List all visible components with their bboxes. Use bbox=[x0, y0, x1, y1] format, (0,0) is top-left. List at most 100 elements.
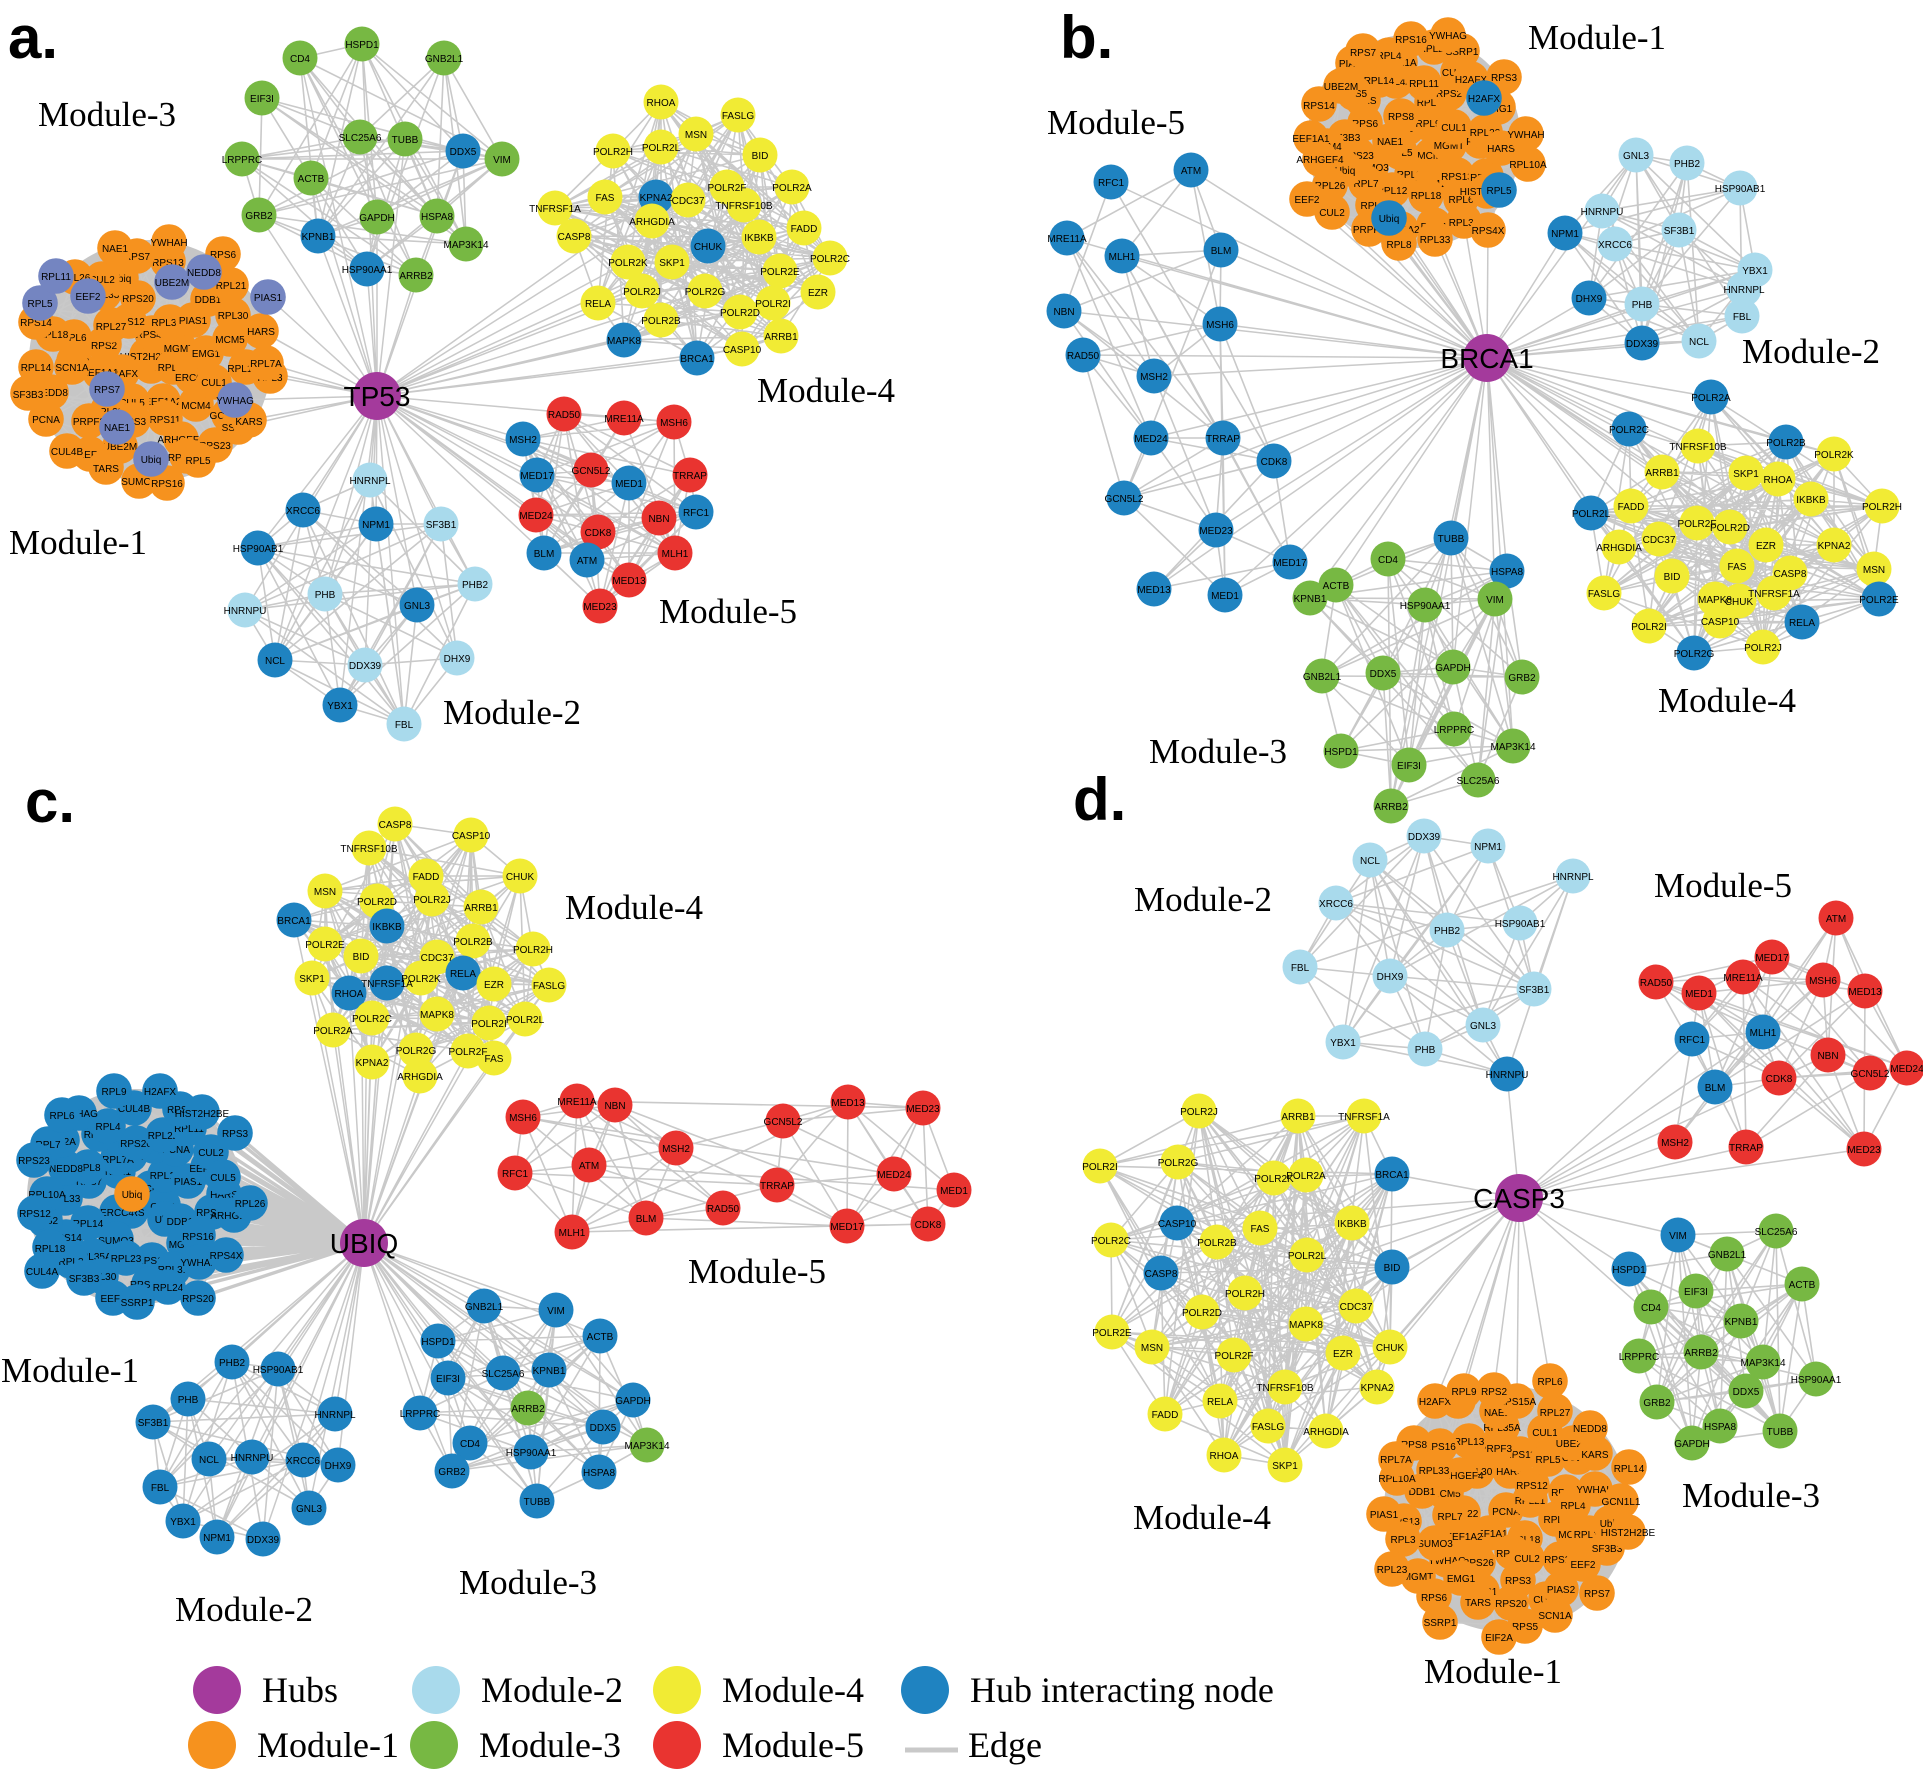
svg-text:HNRNPU: HNRNPU bbox=[231, 1453, 274, 1464]
svg-text:RPS7: RPS7 bbox=[94, 385, 121, 396]
svg-text:HSP90AB1: HSP90AB1 bbox=[253, 1365, 304, 1376]
svg-text:Module-3: Module-3 bbox=[38, 95, 176, 134]
svg-text:RAD50: RAD50 bbox=[1067, 351, 1100, 362]
svg-text:HNRNPL: HNRNPL bbox=[349, 476, 391, 487]
svg-text:SF3B1: SF3B1 bbox=[1519, 985, 1550, 996]
svg-text:FBL: FBL bbox=[1291, 963, 1310, 974]
svg-text:YBX1: YBX1 bbox=[170, 1517, 196, 1528]
svg-text:CUL2: CUL2 bbox=[198, 1148, 224, 1159]
svg-text:GCN5L2: GCN5L2 bbox=[1105, 494, 1144, 505]
svg-text:ARHGDIA: ARHGDIA bbox=[629, 217, 675, 228]
svg-text:RPL5: RPL5 bbox=[27, 299, 52, 310]
svg-text:POLR2F: POLR2F bbox=[1215, 1351, 1254, 1362]
svg-text:Module-4: Module-4 bbox=[1658, 681, 1796, 720]
svg-text:SLC25A6: SLC25A6 bbox=[1755, 1227, 1798, 1238]
svg-text:VIM: VIM bbox=[493, 155, 511, 166]
svg-text:LRPPRC: LRPPRC bbox=[1619, 1352, 1660, 1363]
svg-text:NEDD8: NEDD8 bbox=[49, 1164, 83, 1175]
svg-text:MAPK8: MAPK8 bbox=[420, 1010, 454, 1021]
svg-text:ARRB1: ARRB1 bbox=[764, 332, 798, 343]
svg-text:POLR2K: POLR2K bbox=[608, 258, 648, 269]
svg-text:RHOA: RHOA bbox=[1210, 1451, 1239, 1462]
svg-text:POLR2A: POLR2A bbox=[1691, 393, 1731, 404]
svg-text:POLR2L: POLR2L bbox=[506, 1015, 545, 1026]
svg-text:RPL26: RPL26 bbox=[235, 1199, 266, 1210]
svg-text:CASP10: CASP10 bbox=[723, 345, 762, 356]
svg-text:BID: BID bbox=[353, 952, 370, 963]
svg-text:TNFRSF1A: TNFRSF1A bbox=[529, 204, 581, 215]
svg-text:HSPD1: HSPD1 bbox=[1612, 1265, 1646, 1276]
svg-text:ARHGDIA: ARHGDIA bbox=[1596, 543, 1642, 554]
svg-text:Module-3: Module-3 bbox=[459, 1563, 597, 1602]
svg-text:HSPA8: HSPA8 bbox=[421, 212, 453, 223]
svg-text:PCNA: PCNA bbox=[32, 415, 60, 426]
svg-text:MSH2: MSH2 bbox=[1661, 1138, 1689, 1149]
svg-text:RPS6: RPS6 bbox=[1421, 1593, 1448, 1604]
svg-text:DDX5: DDX5 bbox=[1733, 1387, 1760, 1398]
svg-text:RPL18: RPL18 bbox=[1411, 191, 1442, 202]
svg-text:CASP10: CASP10 bbox=[452, 831, 491, 842]
svg-text:Ubiq: Ubiq bbox=[1379, 214, 1400, 225]
svg-text:POLR2J: POLR2J bbox=[1744, 643, 1782, 654]
svg-text:MED1: MED1 bbox=[940, 1186, 968, 1197]
svg-text:SF3B1: SF3B1 bbox=[138, 1418, 169, 1429]
svg-text:MAP3K14: MAP3K14 bbox=[624, 1441, 669, 1452]
svg-text:MED13: MED13 bbox=[1137, 585, 1171, 596]
svg-text:ARRB1: ARRB1 bbox=[464, 903, 498, 914]
svg-text:XRCC6: XRCC6 bbox=[286, 506, 320, 517]
svg-text:BLM: BLM bbox=[1705, 1083, 1726, 1094]
svg-text:RPS8: RPS8 bbox=[1388, 112, 1415, 123]
svg-text:MRE11A: MRE11A bbox=[1047, 234, 1087, 245]
svg-text:MAP3K14: MAP3K14 bbox=[443, 240, 488, 251]
svg-text:RPL7A: RPL7A bbox=[250, 359, 282, 370]
svg-text:POLR2B: POLR2B bbox=[1197, 1238, 1237, 1249]
svg-text:EEF2: EEF2 bbox=[1570, 1560, 1595, 1571]
svg-text:MED13: MED13 bbox=[1848, 987, 1882, 998]
svg-text:MSH2: MSH2 bbox=[509, 435, 537, 446]
svg-text:HNRNPL: HNRNPL bbox=[1552, 872, 1594, 883]
svg-text:KPNA2: KPNA2 bbox=[356, 1058, 389, 1069]
svg-text:RPL27: RPL27 bbox=[96, 322, 127, 333]
svg-text:VIM: VIM bbox=[1669, 1231, 1687, 1242]
svg-text:Module-4: Module-4 bbox=[1133, 1498, 1271, 1537]
svg-text:POLR2C: POLR2C bbox=[810, 254, 850, 265]
svg-text:GNB2L1: GNB2L1 bbox=[465, 1302, 504, 1313]
svg-text:Module-3: Module-3 bbox=[1682, 1476, 1820, 1515]
svg-text:TUBB: TUBB bbox=[1438, 534, 1465, 545]
svg-text:SF3B3: SF3B3 bbox=[69, 1274, 100, 1285]
svg-text:TNFRSF1A: TNFRSF1A bbox=[1748, 589, 1800, 600]
svg-text:Module-2: Module-2 bbox=[175, 1590, 313, 1629]
svg-text:FAS: FAS bbox=[485, 1054, 504, 1065]
svg-text:POLR2I: POLR2I bbox=[1631, 622, 1667, 633]
svg-text:RPL24: RPL24 bbox=[153, 1283, 184, 1294]
svg-text:SKP1: SKP1 bbox=[659, 258, 685, 269]
svg-text:NPM1: NPM1 bbox=[203, 1533, 231, 1544]
svg-text:KPNB1: KPNB1 bbox=[1725, 1317, 1758, 1328]
svg-text:RPS20: RPS20 bbox=[182, 1294, 214, 1305]
svg-text:EIF2A: EIF2A bbox=[1485, 1633, 1513, 1644]
svg-text:RPS4X: RPS4X bbox=[210, 1251, 243, 1262]
svg-text:BLM: BLM bbox=[1211, 246, 1232, 257]
svg-text:UBIQ: UBIQ bbox=[330, 1228, 398, 1259]
svg-text:TP53: TP53 bbox=[344, 381, 411, 412]
svg-text:RPL33: RPL33 bbox=[1419, 1466, 1450, 1477]
svg-text:SLC25A6: SLC25A6 bbox=[482, 1369, 525, 1380]
svg-text:POLR2C: POLR2C bbox=[352, 1014, 392, 1025]
svg-text:XRCC6: XRCC6 bbox=[1319, 899, 1353, 910]
svg-text:POLR2I: POLR2I bbox=[1082, 1162, 1118, 1173]
svg-text:ARRB2: ARRB2 bbox=[511, 1404, 545, 1415]
svg-text:RPS2: RPS2 bbox=[1481, 1387, 1508, 1398]
svg-text:POLR2K: POLR2K bbox=[1814, 450, 1854, 461]
svg-text:HSP90AA1: HSP90AA1 bbox=[1400, 601, 1451, 612]
svg-text:YWHAH: YWHAH bbox=[150, 238, 187, 249]
svg-text:GNB2L1: GNB2L1 bbox=[425, 54, 464, 65]
svg-text:KPNB1: KPNB1 bbox=[533, 1366, 566, 1377]
svg-text:Module-2: Module-2 bbox=[1742, 332, 1880, 371]
svg-text:MSN: MSN bbox=[1141, 1343, 1163, 1354]
svg-text:RFC1: RFC1 bbox=[1098, 178, 1125, 189]
svg-text:RFC1: RFC1 bbox=[683, 508, 710, 519]
svg-text:VIM: VIM bbox=[547, 1306, 565, 1317]
svg-text:RPS2: RPS2 bbox=[91, 341, 118, 352]
svg-text:RELA: RELA bbox=[1207, 1397, 1233, 1408]
svg-text:RPL14: RPL14 bbox=[1614, 1464, 1645, 1475]
